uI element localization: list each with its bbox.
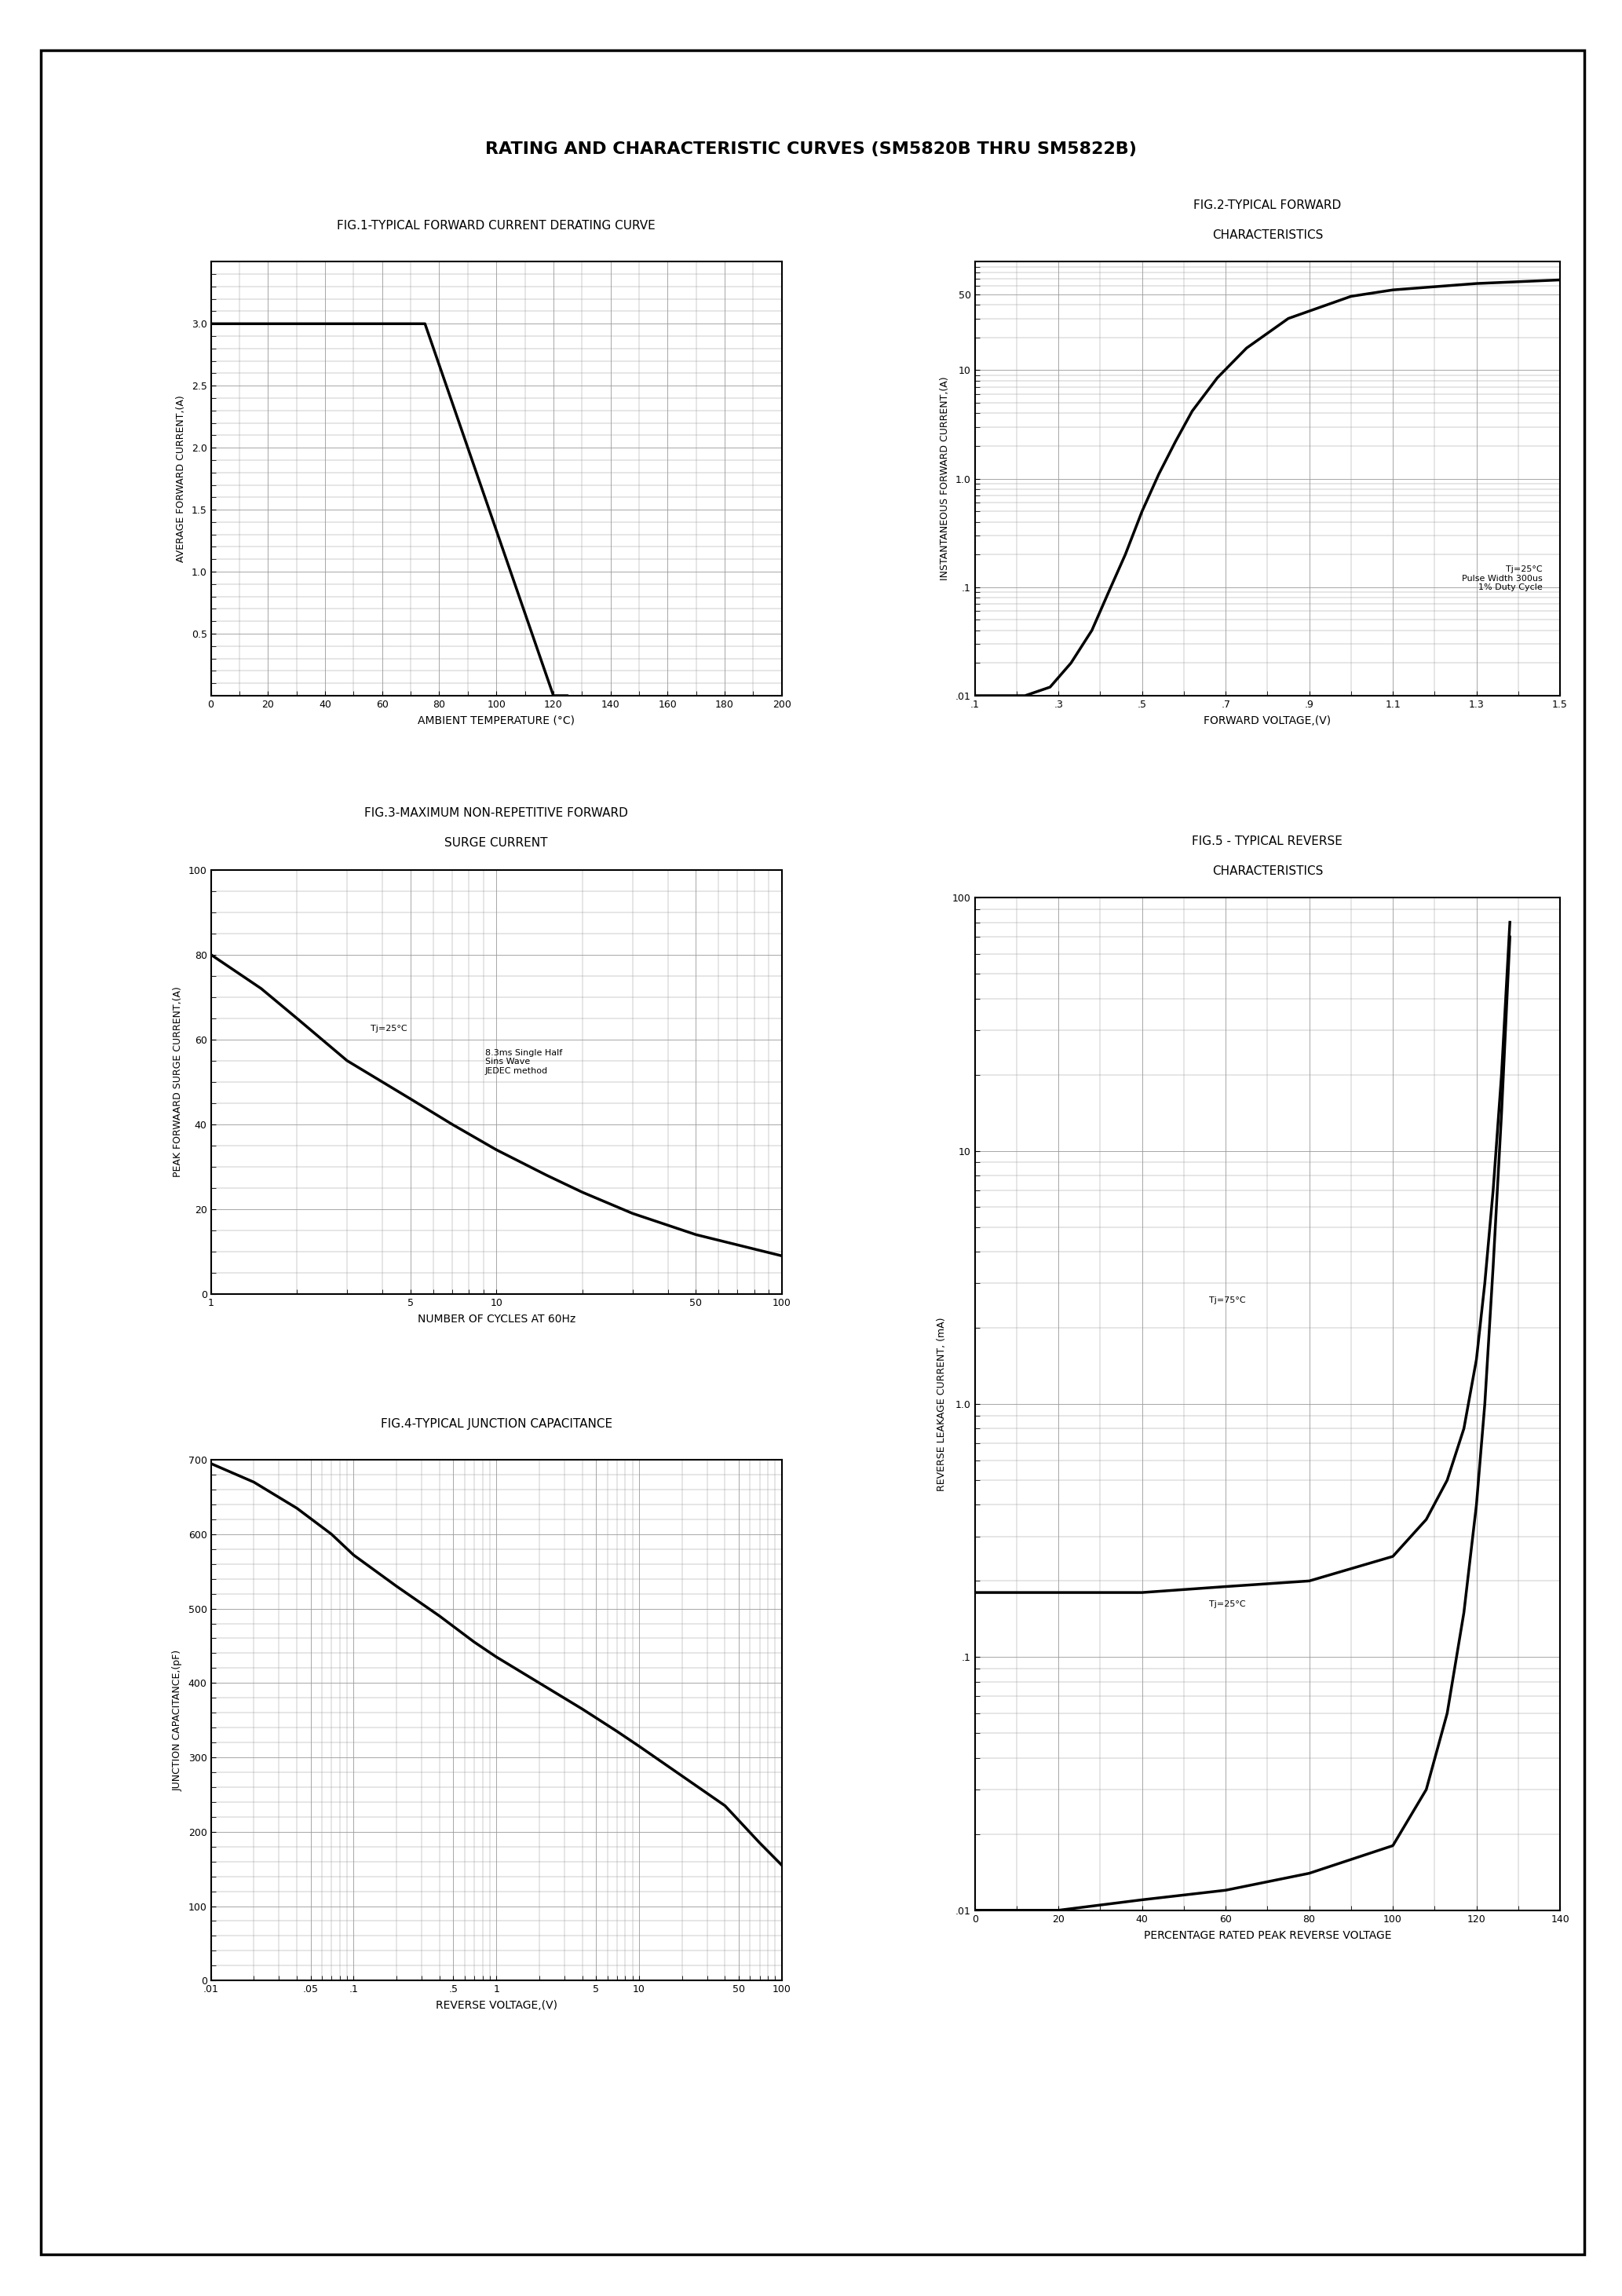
Text: Tj=25°C: Tj=25°C: [371, 1024, 407, 1033]
Text: CHARACTERISTICS: CHARACTERISTICS: [1212, 230, 1324, 241]
Y-axis label: PEAK FORWAARD SURGE CURRENT,(A): PEAK FORWAARD SURGE CURRENT,(A): [172, 987, 183, 1178]
Y-axis label: JUNCTION CAPACITANCE,(pF): JUNCTION CAPACITANCE,(pF): [172, 1649, 183, 1791]
Y-axis label: INSTANTANEOUS FORWARD CURRENT,(A): INSTANTANEOUS FORWARD CURRENT,(A): [939, 377, 950, 581]
Text: SURGE CURRENT: SURGE CURRENT: [444, 838, 548, 850]
Text: FIG.5 - TYPICAL REVERSE: FIG.5 - TYPICAL REVERSE: [1192, 836, 1343, 847]
Text: RATING AND CHARACTERISTIC CURVES (SM5820B THRU SM5822B): RATING AND CHARACTERISTIC CURVES (SM5820…: [485, 142, 1137, 156]
Y-axis label: AVERAGE FORWARD CURRENT,(A): AVERAGE FORWARD CURRENT,(A): [175, 395, 187, 563]
X-axis label: PERCENTAGE RATED PEAK REVERSE VOLTAGE: PERCENTAGE RATED PEAK REVERSE VOLTAGE: [1144, 1929, 1392, 1940]
Text: 8.3ms Single Half
Sins Wave
JEDEC method: 8.3ms Single Half Sins Wave JEDEC method: [485, 1049, 563, 1075]
Text: FIG.1-TYPICAL FORWARD CURRENT DERATING CURVE: FIG.1-TYPICAL FORWARD CURRENT DERATING C…: [337, 220, 655, 232]
Text: CHARACTERISTICS: CHARACTERISTICS: [1212, 866, 1324, 877]
Y-axis label: REVERSE LEAKAGE CURRENT, (mA): REVERSE LEAKAGE CURRENT, (mA): [936, 1318, 947, 1490]
Text: FIG.3-MAXIMUM NON-REPETITIVE FORWARD: FIG.3-MAXIMUM NON-REPETITIVE FORWARD: [365, 808, 628, 820]
X-axis label: REVERSE VOLTAGE,(V): REVERSE VOLTAGE,(V): [435, 2000, 558, 2011]
Text: FIG.2-TYPICAL FORWARD: FIG.2-TYPICAL FORWARD: [1194, 200, 1341, 211]
Text: Tj=75°C: Tj=75°C: [1208, 1297, 1246, 1304]
Text: Tj=25°C: Tj=25°C: [1208, 1600, 1246, 1607]
Text: Tj=25°C
Pulse Width 300us
1% Duty Cycle: Tj=25°C Pulse Width 300us 1% Duty Cycle: [1461, 565, 1543, 592]
Text: FIG.4-TYPICAL JUNCTION CAPACITANCE: FIG.4-TYPICAL JUNCTION CAPACITANCE: [381, 1419, 611, 1430]
X-axis label: FORWARD VOLTAGE,(V): FORWARD VOLTAGE,(V): [1204, 714, 1332, 726]
X-axis label: NUMBER OF CYCLES AT 60Hz: NUMBER OF CYCLES AT 60Hz: [417, 1313, 576, 1325]
X-axis label: AMBIENT TEMPERATURE (°C): AMBIENT TEMPERATURE (°C): [418, 714, 574, 726]
